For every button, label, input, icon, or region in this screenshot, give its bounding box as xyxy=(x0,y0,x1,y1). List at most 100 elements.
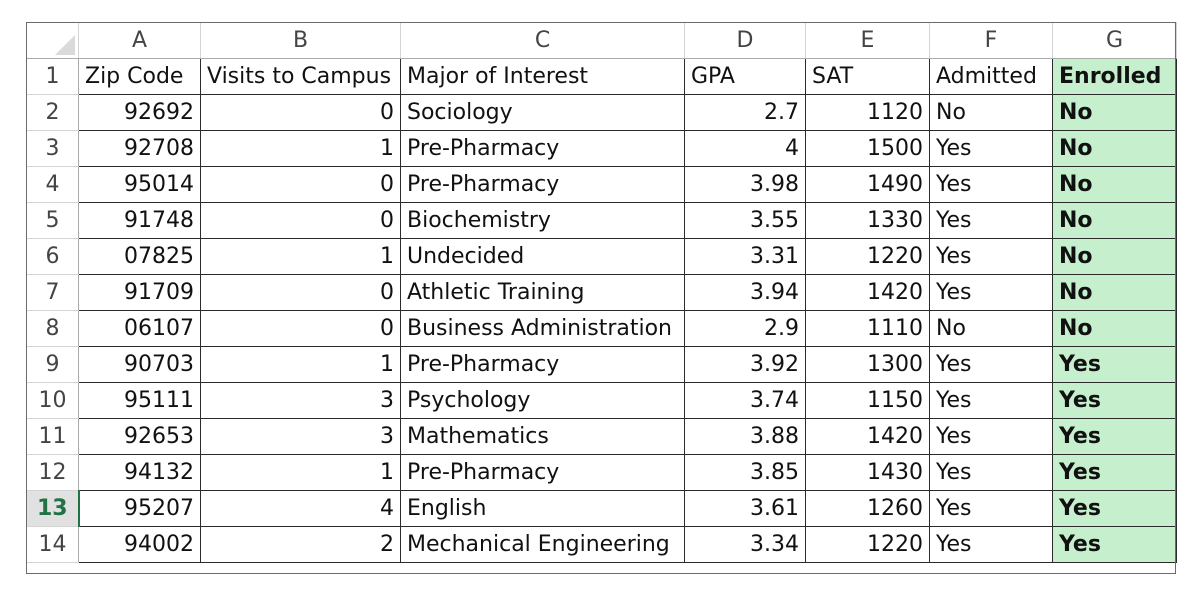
column-header-e[interactable]: E xyxy=(805,22,930,59)
cell-a10[interactable]: 95111 xyxy=(78,382,201,419)
cell-a9[interactable]: 90703 xyxy=(78,346,201,383)
column-header-d[interactable]: D xyxy=(684,22,806,59)
cell-b7[interactable]: 0 xyxy=(200,274,401,311)
cell-g9[interactable]: Yes xyxy=(1052,346,1177,383)
cell-d4[interactable]: 3.98 xyxy=(684,166,806,203)
cell-e9[interactable]: 1300 xyxy=(805,346,930,383)
cell-c3[interactable]: Pre-Pharmacy xyxy=(400,130,685,167)
cell-d8[interactable]: 2.9 xyxy=(684,310,806,347)
cell-b9[interactable]: 1 xyxy=(200,346,401,383)
cell-g13[interactable]: Yes xyxy=(1052,490,1177,527)
row-header-1[interactable]: 1 xyxy=(26,58,79,95)
cell-a11[interactable]: 92653 xyxy=(78,418,201,455)
cell-b2[interactable]: 0 xyxy=(200,94,401,131)
cell-c10[interactable]: Psychology xyxy=(400,382,685,419)
cell-d12[interactable]: 3.85 xyxy=(684,454,806,491)
row-header-3[interactable]: 3 xyxy=(26,130,79,167)
cell-f7[interactable]: Yes xyxy=(929,274,1053,311)
cell-e6[interactable]: 1220 xyxy=(805,238,930,275)
cell-c6[interactable]: Undecided xyxy=(400,238,685,275)
cell-g14[interactable]: Yes xyxy=(1052,526,1177,563)
row-header-5[interactable]: 5 xyxy=(26,202,79,239)
cell-f5[interactable]: Yes xyxy=(929,202,1053,239)
cell-d10[interactable]: 3.74 xyxy=(684,382,806,419)
cell-a1[interactable]: Zip Code xyxy=(78,58,201,95)
cell-d7[interactable]: 3.94 xyxy=(684,274,806,311)
cell-f14[interactable]: Yes xyxy=(929,526,1053,563)
row-header-2[interactable]: 2 xyxy=(26,94,79,131)
cell-g10[interactable]: Yes xyxy=(1052,382,1177,419)
cell-g5[interactable]: No xyxy=(1052,202,1177,239)
cell-e3[interactable]: 1500 xyxy=(805,130,930,167)
cell-e7[interactable]: 1420 xyxy=(805,274,930,311)
cell-d9[interactable]: 3.92 xyxy=(684,346,806,383)
cell-g2[interactable]: No xyxy=(1052,94,1177,131)
cell-f4[interactable]: Yes xyxy=(929,166,1053,203)
cell-e1[interactable]: SAT xyxy=(805,58,930,95)
cell-c5[interactable]: Biochemistry xyxy=(400,202,685,239)
cell-f8[interactable]: No xyxy=(929,310,1053,347)
row-header-6[interactable]: 6 xyxy=(26,238,79,275)
cell-c2[interactable]: Sociology xyxy=(400,94,685,131)
cell-e5[interactable]: 1330 xyxy=(805,202,930,239)
column-header-b[interactable]: B xyxy=(200,22,401,59)
cell-d14[interactable]: 3.34 xyxy=(684,526,806,563)
row-header-10[interactable]: 10 xyxy=(26,382,79,419)
cell-f6[interactable]: Yes xyxy=(929,238,1053,275)
row-header-12[interactable]: 12 xyxy=(26,454,79,491)
cell-c9[interactable]: Pre-Pharmacy xyxy=(400,346,685,383)
row-header-14[interactable]: 14 xyxy=(26,526,79,563)
cell-b8[interactable]: 0 xyxy=(200,310,401,347)
cell-c12[interactable]: Pre-Pharmacy xyxy=(400,454,685,491)
cell-b3[interactable]: 1 xyxy=(200,130,401,167)
cell-f1[interactable]: Admitted xyxy=(929,58,1053,95)
cell-f12[interactable]: Yes xyxy=(929,454,1053,491)
cell-b11[interactable]: 3 xyxy=(200,418,401,455)
cell-f9[interactable]: Yes xyxy=(929,346,1053,383)
cell-a7[interactable]: 91709 xyxy=(78,274,201,311)
cell-d11[interactable]: 3.88 xyxy=(684,418,806,455)
cell-a6[interactable]: 07825 xyxy=(78,238,201,275)
cell-b6[interactable]: 1 xyxy=(200,238,401,275)
cell-a5[interactable]: 91748 xyxy=(78,202,201,239)
cell-g7[interactable]: No xyxy=(1052,274,1177,311)
cell-e11[interactable]: 1420 xyxy=(805,418,930,455)
cell-a13[interactable]: 95207 xyxy=(78,490,201,527)
cell-c14[interactable]: Mechanical Engineering xyxy=(400,526,685,563)
cell-f13[interactable]: Yes xyxy=(929,490,1053,527)
cell-b10[interactable]: 3 xyxy=(200,382,401,419)
cell-e2[interactable]: 1120 xyxy=(805,94,930,131)
column-header-f[interactable]: F xyxy=(929,22,1053,59)
cell-e10[interactable]: 1150 xyxy=(805,382,930,419)
cell-g4[interactable]: No xyxy=(1052,166,1177,203)
cell-a14[interactable]: 94002 xyxy=(78,526,201,563)
cell-b4[interactable]: 0 xyxy=(200,166,401,203)
cell-d1[interactable]: GPA xyxy=(684,58,806,95)
cell-f11[interactable]: Yes xyxy=(929,418,1053,455)
column-header-c[interactable]: C xyxy=(400,22,685,59)
cell-c8[interactable]: Business Administration xyxy=(400,310,685,347)
cell-b5[interactable]: 0 xyxy=(200,202,401,239)
row-header-9[interactable]: 9 xyxy=(26,346,79,383)
cell-c11[interactable]: Mathematics xyxy=(400,418,685,455)
cell-f3[interactable]: Yes xyxy=(929,130,1053,167)
cell-g3[interactable]: No xyxy=(1052,130,1177,167)
cell-c1[interactable]: Major of Interest xyxy=(400,58,685,95)
cell-d5[interactable]: 3.55 xyxy=(684,202,806,239)
cell-e8[interactable]: 1110 xyxy=(805,310,930,347)
cell-d13[interactable]: 3.61 xyxy=(684,490,806,527)
select-all-corner[interactable] xyxy=(26,22,79,59)
cell-c7[interactable]: Athletic Training xyxy=(400,274,685,311)
cell-a12[interactable]: 94132 xyxy=(78,454,201,491)
cell-d3[interactable]: 4 xyxy=(684,130,806,167)
cell-a2[interactable]: 92692 xyxy=(78,94,201,131)
cell-f10[interactable]: Yes xyxy=(929,382,1053,419)
cell-e4[interactable]: 1490 xyxy=(805,166,930,203)
cell-g1[interactable]: Enrolled xyxy=(1052,58,1177,95)
row-header-13[interactable]: 13 xyxy=(26,490,80,527)
cell-a4[interactable]: 95014 xyxy=(78,166,201,203)
cell-e13[interactable]: 1260 xyxy=(805,490,930,527)
cell-b13[interactable]: 4 xyxy=(200,490,401,527)
cell-a8[interactable]: 06107 xyxy=(78,310,201,347)
row-header-11[interactable]: 11 xyxy=(26,418,79,455)
